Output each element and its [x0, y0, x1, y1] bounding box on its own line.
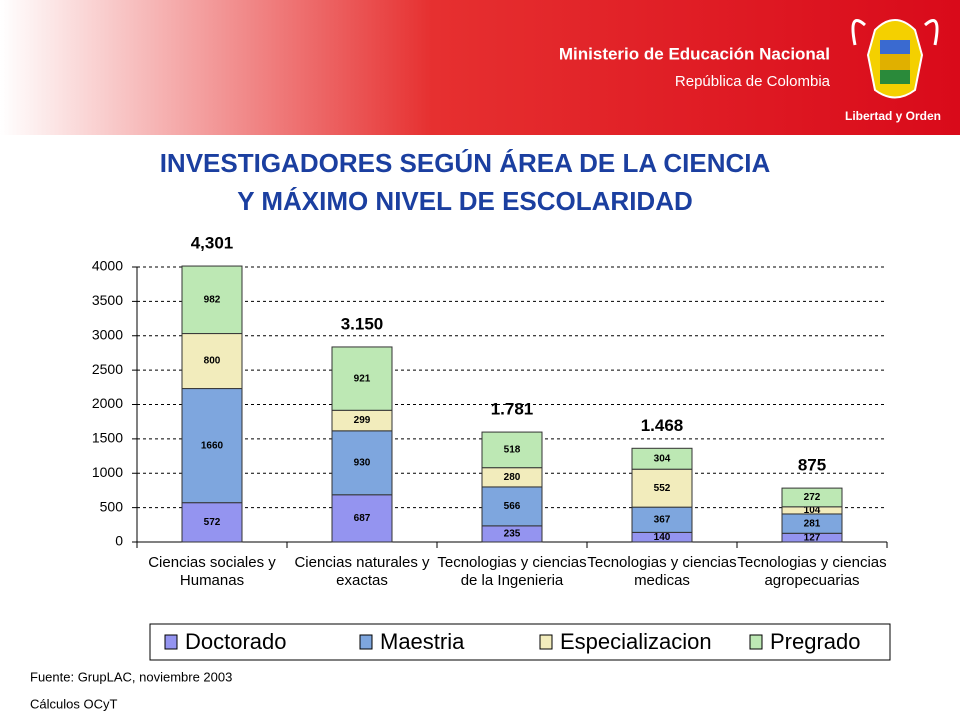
data-label: 518	[504, 445, 521, 456]
y-tick-label: 1000	[92, 464, 123, 480]
y-tick-label: 2000	[92, 395, 123, 411]
data-label: 304	[654, 453, 671, 464]
bar-segment	[781, 487, 843, 508]
x-tick-label: Tecnologias y ciencias medicas	[587, 554, 737, 589]
legend-label: Maestria	[380, 629, 465, 654]
total-label: 1.468	[641, 416, 684, 435]
header-band	[0, 0, 960, 135]
y-tick-label: 1500	[92, 430, 123, 446]
total-label: 4,301	[191, 234, 234, 253]
data-label: 104	[804, 505, 821, 516]
data-label: 140	[654, 532, 671, 543]
data-label: 982	[204, 294, 221, 305]
data-label: 921	[354, 373, 371, 384]
data-label: 127	[804, 532, 821, 543]
y-tick-label: 2500	[92, 361, 123, 377]
legend-swatch	[749, 634, 763, 650]
data-label: 272	[804, 492, 821, 503]
bar-segment	[631, 468, 693, 508]
data-label: 1660	[201, 440, 224, 451]
bar-segment	[181, 502, 243, 543]
y-tick-label: 0	[115, 533, 123, 549]
note: Fuente: GrupLAC, noviembre 2003	[30, 669, 232, 684]
legend-swatch	[164, 634, 178, 650]
legend-swatch	[539, 634, 553, 650]
bar-segment	[481, 431, 543, 469]
bar-segment	[181, 388, 243, 504]
data-label: 367	[654, 514, 671, 525]
x-tick-label: Tecnologias y ciencias agropecuarias	[737, 554, 887, 589]
legend-label: Doctorado	[185, 629, 287, 654]
legend-label: Pregrado	[770, 629, 861, 654]
x-tick-label: Ciencias sociales y Humanas	[148, 554, 276, 589]
bar-segment	[331, 430, 393, 496]
y-tick-label: 3000	[92, 326, 123, 342]
emblem	[851, 19, 939, 99]
legend-label: Especializacion	[560, 629, 712, 654]
data-label: 281	[804, 518, 821, 529]
data-label: 572	[204, 517, 221, 528]
data-label: 930	[354, 457, 371, 468]
bar-segment	[181, 333, 243, 390]
motto: Libertad y Orden	[845, 109, 941, 123]
bar-segment	[481, 486, 543, 527]
note: Cálculos OCyT	[30, 696, 117, 711]
bar-segment	[181, 265, 243, 335]
y-tick-label: 4000	[92, 258, 123, 274]
data-label: 800	[204, 356, 221, 367]
legend-swatch	[359, 634, 373, 650]
data-label: 552	[654, 483, 671, 494]
country: República de Colombia	[675, 73, 831, 90]
legend-box	[149, 623, 891, 661]
ministry: Ministerio de Educación Nacional	[559, 44, 830, 63]
data-label: 235	[504, 529, 521, 540]
data-label: 566	[504, 501, 521, 512]
y-tick-label: 3500	[92, 292, 123, 308]
data-label: 280	[504, 472, 521, 483]
y-tick-label: 500	[100, 498, 124, 514]
total-label: 1.781	[491, 400, 534, 419]
chart-title: INVESTIGADORES SEGÚN ÁREA DE LA CIENCIA	[160, 148, 771, 178]
x-tick-label: Ciencias naturales y exactas	[294, 554, 430, 589]
bar-segment	[631, 447, 693, 470]
bar-segment	[331, 346, 393, 411]
chart-title: Y MÁXIMO NIVEL DE ESCOLARIDAD	[237, 186, 693, 216]
x-tick-label: Tecnologias y ciencias de la Ingenieria	[437, 554, 587, 589]
total-label: 875	[798, 456, 826, 475]
data-label: 299	[354, 415, 371, 426]
data-label: 687	[354, 513, 371, 524]
total-label: 3.150	[341, 314, 384, 333]
